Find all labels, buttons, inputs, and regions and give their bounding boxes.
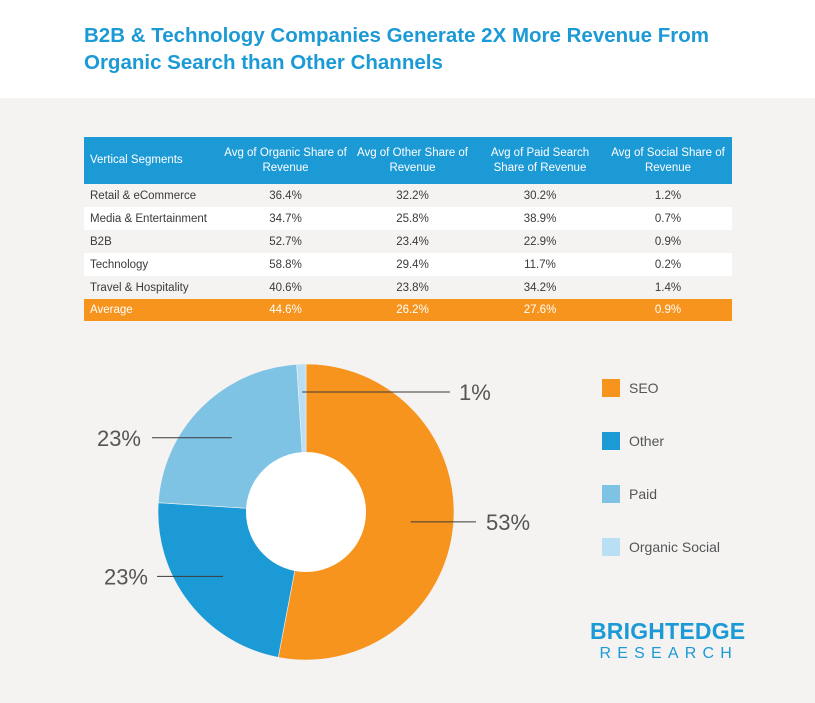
header: B2B & Technology Companies Generate 2X M…: [0, 0, 815, 98]
page-title: B2B & Technology Companies Generate 2X M…: [84, 24, 710, 74]
table-cell: 36.4%: [269, 189, 302, 202]
table-cell: 40.6%: [269, 281, 302, 294]
table-cell: 1.2%: [654, 189, 682, 202]
legend-label: Other: [629, 433, 665, 449]
legend-item-other: Other: [602, 432, 664, 450]
table-row: Technology 58.8% 29.4% 11.7% 0.2%: [84, 253, 732, 276]
table-cell: 1.4%: [654, 281, 682, 294]
header-other: Avg of Other Share of Revenue: [356, 146, 469, 174]
legend-label: Paid: [629, 486, 658, 502]
table-cell: 29.4%: [396, 258, 429, 271]
average-social: 0.9%: [654, 304, 682, 316]
legend-item-seo: SEO: [602, 379, 659, 397]
legend-swatch: [602, 379, 620, 397]
table-cell: 0.2%: [654, 258, 682, 271]
table-cell: 34.2%: [523, 281, 557, 294]
table-cell: B2B: [90, 235, 112, 248]
brightedge-logo: BRIGHTEDGE RESEARCH: [590, 618, 746, 664]
donut-hole: [246, 452, 366, 572]
data-label: 23%: [104, 564, 148, 589]
table-cell: 52.7%: [269, 235, 302, 248]
table-cell: 23.8%: [396, 281, 429, 294]
revenue-table: Vertical Segments Avg of Organic Share o…: [84, 137, 732, 321]
table-row: Retail & eCommerce 36.4% 32.2% 30.2% 1.2…: [84, 184, 732, 207]
table-cell: 58.8%: [269, 258, 302, 271]
average-other: 26.2%: [396, 304, 429, 316]
slice-seo: [277, 363, 455, 661]
table-cell: 23.4%: [396, 235, 429, 248]
table-cell: 32.2%: [396, 189, 429, 202]
data-label: 1%: [459, 380, 491, 405]
table-cell: 34.7%: [269, 212, 302, 225]
average-paid: 27.6%: [523, 304, 557, 316]
legend-label: Organic Social: [629, 539, 721, 555]
table-header-row: Vertical Segments Avg of Organic Share o…: [84, 137, 732, 184]
table-cell: 0.9%: [654, 235, 682, 248]
table-row: Travel & Hospitality 40.6% 23.8% 34.2% 1…: [84, 276, 732, 299]
legend-item-organic-social: Organic Social: [602, 538, 720, 556]
table-cell: 30.2%: [523, 189, 557, 202]
average-label: Average: [90, 304, 133, 316]
legend-swatch: [602, 538, 620, 556]
table-cell: Travel & Hospitality: [90, 281, 189, 294]
legend-label: SEO: [629, 380, 659, 396]
average-organic: 44.6%: [269, 304, 302, 316]
header-vertical-segments: Vertical Segments: [90, 154, 183, 166]
donut-chart: 53% 23% 23% 1%: [97, 363, 530, 661]
table-row: B2B 52.7% 23.4% 22.9% 0.9%: [84, 230, 732, 253]
legend-swatch: [602, 432, 620, 450]
header-organic: Avg of Organic Share of Revenue: [224, 146, 347, 174]
table-cell: 25.8%: [396, 212, 429, 225]
table-cell: 22.9%: [523, 235, 557, 248]
header-paid-search: Avg of Paid Search Share of Revenue: [490, 146, 590, 174]
legend-swatch: [602, 485, 620, 503]
table-cell: Media & Entertainment: [90, 212, 207, 225]
data-label: 53%: [486, 510, 530, 535]
table-cell: Technology: [90, 258, 149, 271]
brand-name: BRIGHTEDGE: [590, 618, 746, 644]
table-cell: 0.7%: [654, 212, 682, 225]
brand-subtitle: RESEARCH: [599, 645, 738, 662]
table-cell: 11.7%: [524, 258, 556, 271]
data-label: 23%: [97, 426, 141, 451]
table-cell: Retail & eCommerce: [90, 189, 197, 202]
header-social: Avg of Social Share of Revenue: [611, 146, 725, 174]
table-row: Media & Entertainment 34.7% 25.8% 38.9% …: [84, 207, 732, 230]
table-cell: 38.9%: [523, 212, 557, 225]
legend-item-paid: Paid: [602, 485, 657, 503]
table-average-row: Average 44.6% 26.2% 27.6% 0.9%: [84, 299, 732, 321]
